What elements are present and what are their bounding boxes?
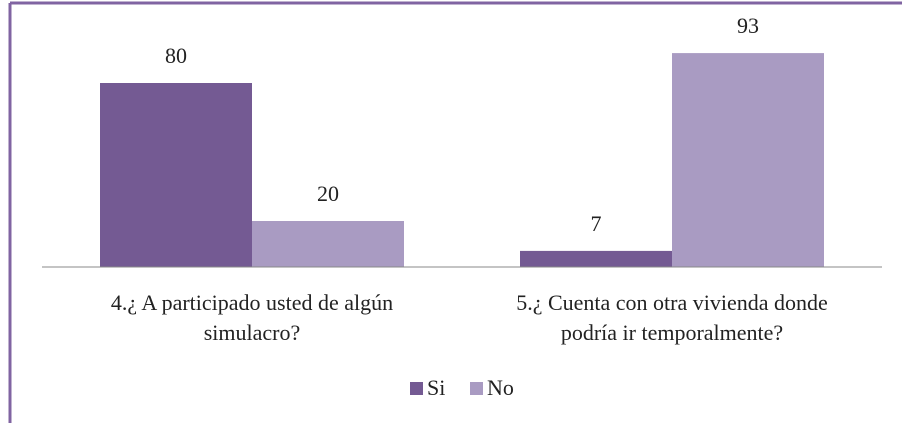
- value-label: 93: [737, 13, 759, 38]
- bar: [520, 250, 672, 267]
- value-label: 80: [165, 43, 187, 68]
- legend-swatch: [410, 382, 423, 395]
- bar: [672, 53, 824, 267]
- legend-label: No: [487, 375, 514, 400]
- legend-label: Si: [427, 375, 445, 400]
- bar: [252, 221, 404, 267]
- value-label: 20: [317, 181, 339, 206]
- value-label: 7: [591, 211, 602, 236]
- legend-swatch: [470, 382, 483, 395]
- category-label: 4.¿ A participado usted de algún simulac…: [110, 290, 394, 345]
- bar: [100, 83, 252, 267]
- category-label: 5.¿ Cuenta con otra vivienda donde podrí…: [516, 290, 828, 345]
